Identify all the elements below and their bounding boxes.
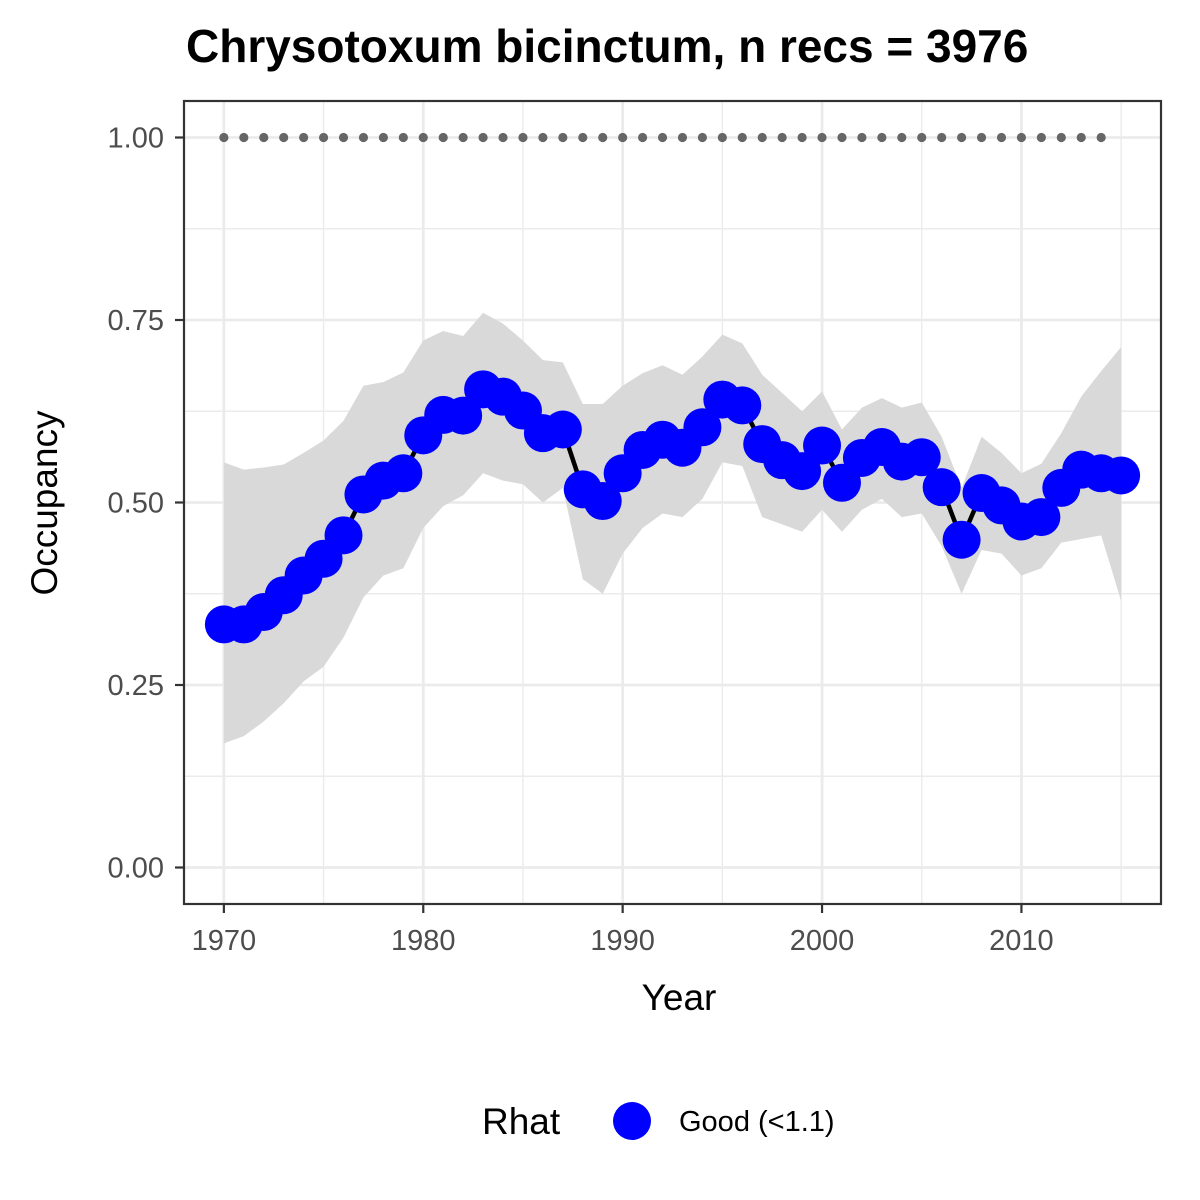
data-point [583,482,622,521]
legend-title: Rhat [482,1101,561,1142]
reference-point [578,132,588,143]
data-point [1022,498,1061,537]
data-point [902,438,941,477]
y-tick-label: 0.75 [108,305,164,337]
reference-point [717,132,727,143]
reference-point [737,132,747,143]
data-point [922,468,961,507]
reference-point [917,132,927,143]
data-point [444,396,483,435]
reference-point [1076,132,1086,143]
reference-point [378,132,388,143]
data-points-layer [204,370,1141,644]
data-point [783,452,822,491]
reference-point [837,132,847,143]
reference-point [398,132,408,143]
reference-point [657,132,668,143]
reference-point [697,132,708,143]
x-tick-label: 2000 [790,925,855,957]
y-tick-label: 0.50 [108,488,164,520]
data-point [683,408,722,447]
x-tick-label: 1990 [590,925,655,957]
legend: Rhat Good (<1.1) [482,1101,835,1142]
reference-point [438,132,448,143]
reference-point [458,132,468,143]
data-point [723,386,762,425]
reference-point [857,132,867,143]
legend-key-good [613,1102,651,1140]
reference-point [957,132,967,143]
reference-point [259,132,269,143]
reference-point [817,132,827,143]
reference-point [498,132,508,143]
reference-point [1036,132,1046,143]
reference-point [318,132,329,143]
data-point [543,410,582,449]
reference-point [897,132,907,143]
reference-point [1056,132,1066,143]
reference-point [777,132,787,143]
y-tick-label: 0.00 [108,853,164,885]
reference-point [1096,132,1106,143]
legend-label-good: Good (<1.1) [679,1106,835,1138]
reference-point [299,132,309,143]
reference-point [877,132,887,143]
reference-point [239,132,249,143]
reference-point [677,132,688,143]
reference-point [219,132,229,143]
reference-point [418,132,428,143]
x-tick-label: 2010 [989,925,1054,957]
y-tick-label: 0.25 [108,670,164,702]
x-tick-label: 1970 [192,925,257,957]
reference-point [279,132,289,143]
reference-point [976,132,987,143]
reference-line-layer [219,132,1106,143]
data-point [1102,456,1141,495]
reference-point [338,132,349,143]
reference-point [618,132,628,143]
x-tick-label: 1980 [391,925,456,957]
reference-point [797,132,807,143]
reference-point [518,132,528,143]
y-axis-title: Occupancy [24,410,65,596]
reference-point [358,132,369,143]
reference-point [1016,132,1027,143]
reference-point [478,132,488,143]
data-point [803,426,842,465]
axes: 1970 1980 1990 2000 2010 0.00 0.25 0.50 0.75 1.00 [108,123,1054,958]
reference-point [937,132,947,143]
reference-point [538,132,548,143]
reference-point [598,132,608,143]
chart-title: Chrysotoxum bicinctum, n recs = 3976 [186,20,1028,72]
data-point [942,520,981,559]
data-point [384,454,423,493]
x-axis-title: Year [642,977,717,1018]
reference-point [996,132,1007,143]
reference-point [558,132,568,143]
reference-point [757,132,767,143]
data-point [324,516,363,555]
reference-point [637,132,648,143]
y-tick-label: 1.00 [108,123,164,155]
